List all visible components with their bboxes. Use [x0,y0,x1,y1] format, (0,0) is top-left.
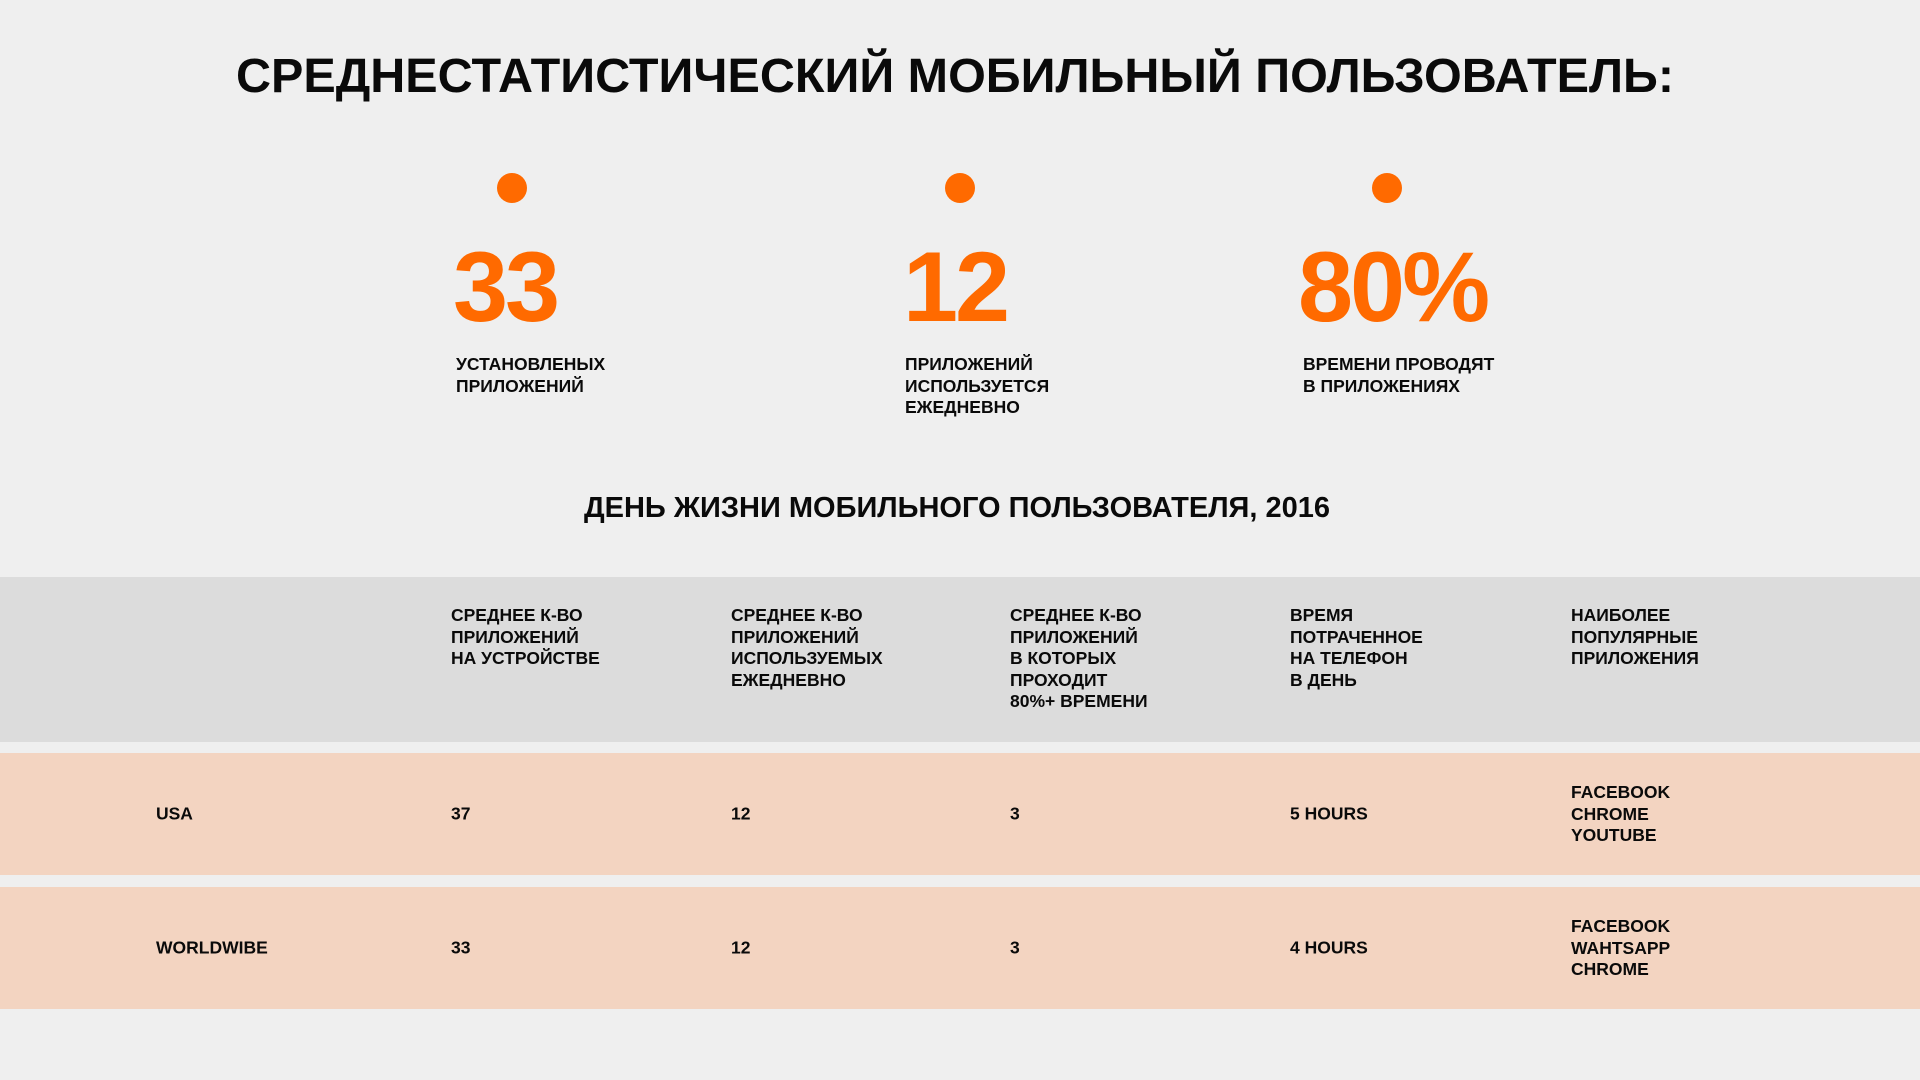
stat-value: 33 [453,231,560,342]
table-row: WORLDWIBE 33 12 3 4 HOURS FACEBOOK WAHTS… [0,887,1920,1009]
stat-label: ПРИЛОЖЕНИЙ ИСПОЛЬЗУЕТСЯ ЕЖЕДНЕВНО [905,354,1050,417]
cell-apps-on-device: 33 [451,937,471,958]
cell-popular-apps: FACEBOOK CHROME YOUTUBE [1571,781,1671,845]
section-title: ДЕНЬ ЖИЗНИ МОБИЛЬНОГО ПОЛЬЗОВАТЕЛЯ, 2016 [583,492,1331,524]
header-cell-apps-on-device: СРЕДНЕЕ К-ВО ПРИЛОЖЕНИЙ НА УСТРОЙСТВЕ [451,605,600,668]
header-cell-apps-daily: СРЕДНЕЕ К-ВО ПРИЛОЖЕНИЙ ИСПОЛЬЗУЕМЫХ ЕЖЕ… [731,605,883,690]
bullet-dot-icon [1372,173,1402,203]
cell-country: WORLDWIBE [156,937,268,958]
page-title: СРЕДНЕСТАТИСТИЧЕСКИЙ МОБИЛЬНЫЙ ПОЛЬЗОВАТ… [235,49,1675,103]
cell-time-per-day: 4 HOURS [1290,937,1368,958]
table-header: СРЕДНЕЕ К-ВО ПРИЛОЖЕНИЙ НА УСТРОЙСТВЕ СР… [0,577,1920,742]
cell-apps-daily: 12 [731,803,751,824]
header-cell-apps-80-time: СРЕДНЕЕ К-ВО ПРИЛОЖЕНИЙ В КОТОРЫХ ПРОХОД… [1010,605,1148,711]
cell-apps-80-time: 3 [1010,803,1020,824]
cell-popular-apps: FACEBOOK WAHTSAPP CHROME [1571,915,1671,979]
cell-apps-80-time: 3 [1010,937,1020,958]
cell-country: USA [156,803,193,824]
stat-label: УСТАНОВЛЕНЫХ ПРИЛОЖЕНИЙ [456,354,606,396]
header-cell-time-per-day: ВРЕМЯ ПОТРАЧЕННОЕ НА ТЕЛЕФОН В ДЕНЬ [1290,605,1423,690]
cell-apps-on-device: 37 [451,803,471,824]
bullet-dot-icon [945,173,975,203]
bullet-dot-icon [497,173,527,203]
cell-time-per-day: 5 HOURS [1290,803,1368,824]
stat-value: 80% [1298,231,1490,342]
stat-label: ВРЕМЕНИ ПРОВОДЯТ В ПРИЛОЖЕНИЯХ [1303,354,1495,396]
table-row: USA 37 12 3 5 HOURS FACEBOOK CHROME YOUT… [0,753,1920,875]
header-cell-popular-apps: НАИБОЛЕЕ ПОПУЛЯРНЫЕ ПРИЛОЖЕНИЯ [1571,605,1699,668]
cell-apps-daily: 12 [731,937,751,958]
stat-value: 12 [903,231,1010,342]
